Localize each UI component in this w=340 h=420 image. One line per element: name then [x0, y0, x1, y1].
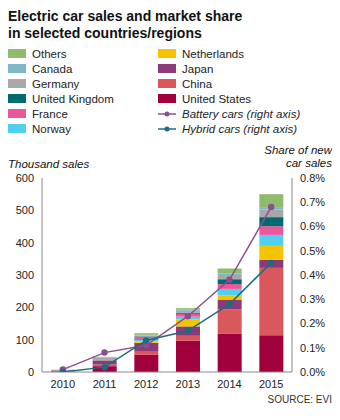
- svg-text:2011: 2011: [93, 378, 117, 390]
- html-text:Hybrid cars (right axis): Hybrid cars (right axis): [182, 122, 297, 135]
- svg-text:200: 200: [16, 301, 34, 313]
- svg-text:0.0%: 0.0%: [300, 366, 325, 378]
- html-text:Germany: Germany: [32, 77, 80, 90]
- svg-text:0.1%: 0.1%: [300, 342, 325, 354]
- svg-text:2014: 2014: [217, 378, 241, 390]
- svg-text:0.6%: 0.6%: [300, 220, 325, 232]
- html-text:Battery cars (right axis): Battery cars (right axis): [182, 107, 301, 120]
- html-text:Thousand sales: Thousand sales: [8, 158, 90, 170]
- html-text:China: China: [182, 77, 213, 90]
- svg-text:500: 500: [16, 204, 34, 216]
- svg-text:100: 100: [16, 334, 34, 346]
- html-text:Japan: Japan: [182, 62, 214, 75]
- html-text:Electric car sales and market: Electric car sales and market share in s…: [8, 8, 243, 41]
- svg-text:0.2%: 0.2%: [300, 317, 325, 329]
- html-text:France: France: [32, 107, 68, 120]
- svg-text:0.5%: 0.5%: [300, 245, 325, 257]
- svg-text:2013: 2013: [176, 378, 200, 390]
- svg-text:0.7%: 0.7%: [300, 196, 325, 208]
- html-text:United States: United States: [182, 92, 251, 105]
- svg-text:600: 600: [16, 172, 34, 184]
- svg-text:300: 300: [16, 269, 34, 281]
- html-text:United Kingdom: United Kingdom: [32, 92, 114, 105]
- svg-text:400: 400: [16, 237, 34, 249]
- svg-text:0.4%: 0.4%: [300, 269, 325, 281]
- html-text:SOURCE: EVI: SOURCE: EVI: [267, 394, 332, 405]
- html-text:Share of new car sales: Share of new car sales: [264, 144, 332, 169]
- html-text:Norway: Norway: [32, 122, 71, 135]
- svg-text:2012: 2012: [134, 378, 158, 390]
- html-text:Netherlands: Netherlands: [182, 47, 244, 60]
- svg-text:0.3%: 0.3%: [300, 293, 325, 305]
- html-text:Canada: Canada: [32, 62, 73, 75]
- svg-text:0.8%: 0.8%: [300, 172, 325, 184]
- svg-text:2015: 2015: [259, 378, 283, 390]
- svg-text:2010: 2010: [51, 378, 75, 390]
- html-text:Others: Others: [32, 47, 67, 60]
- svg-text:0: 0: [28, 366, 34, 378]
